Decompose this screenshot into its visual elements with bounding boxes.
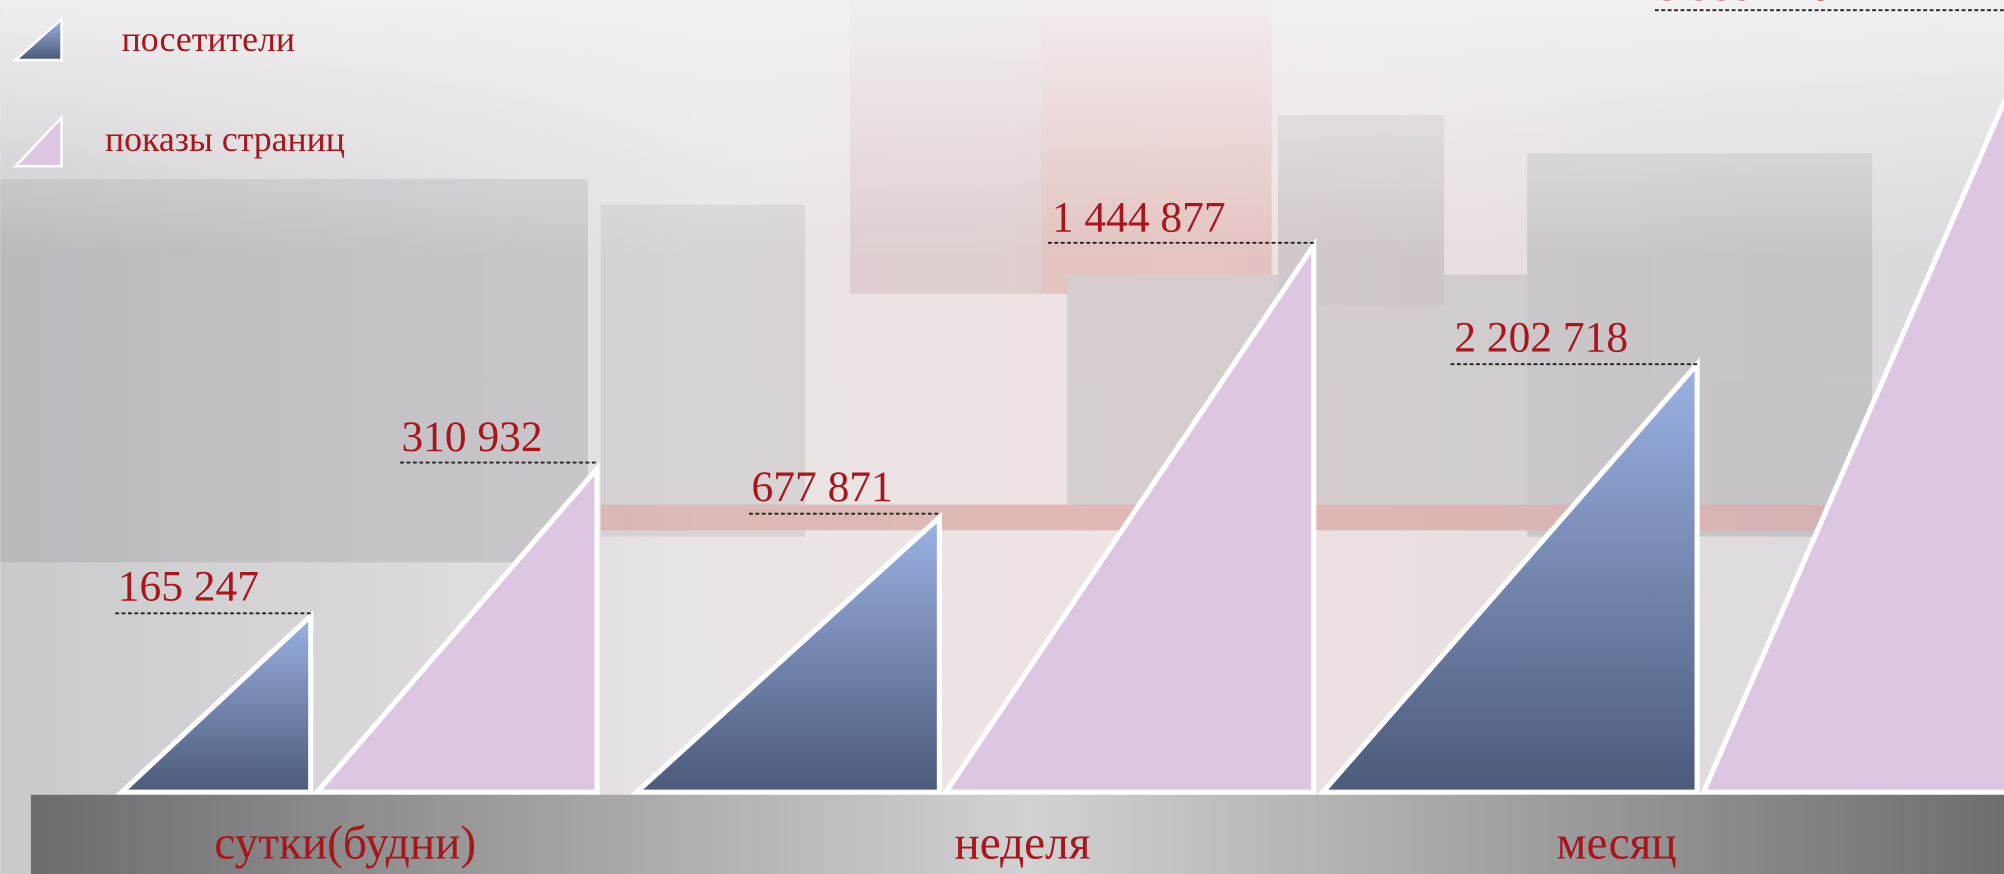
value-label: 165 247: [118, 563, 259, 611]
legend-label: посетители: [122, 19, 295, 59]
category-label: сутки(будни): [214, 818, 476, 870]
value-label: 677 871: [752, 463, 893, 511]
value-label: 1 444 877: [1052, 193, 1226, 241]
value-label: 5 959 720: [1658, 0, 1832, 10]
value-label: 310 932: [401, 413, 542, 461]
page: 165 247 310 932 677 871 1 444 877 2 202 …: [0, 0, 2004, 874]
category-label: неделя: [954, 818, 1090, 870]
category-label: месяц: [1557, 818, 1677, 870]
infographic: 165 247 310 932 677 871 1 444 877 2 202 …: [0, 0, 2004, 874]
value-label: 2 202 718: [1454, 313, 1628, 361]
legend-label: показы страниц: [105, 119, 345, 159]
